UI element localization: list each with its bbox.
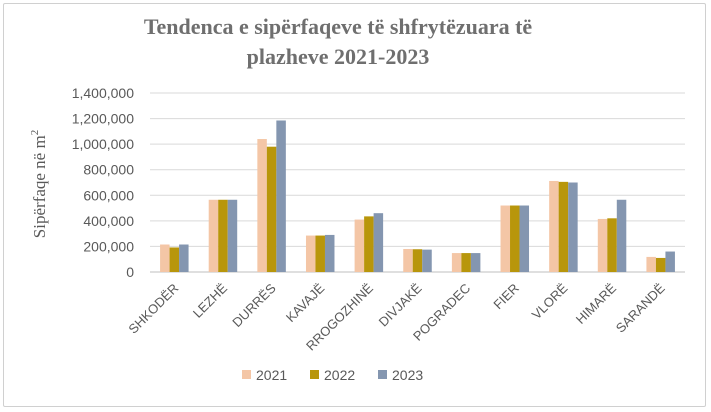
bar-2021 [208,199,219,272]
chart-title: Tendenca e sipërfaqeve të shfrytëzuara t… [144,14,533,69]
bar-2023 [568,182,578,272]
x-tick-label: LEZHË [190,280,230,320]
y-tick-labels: 0 200,000 400,000 600,000 800,000 1,000,000 1,… [72,85,135,280]
bar-2023 [179,244,189,272]
bar-2023 [276,120,286,272]
x-tick-label: FIER [490,281,522,313]
chart-frame [3,3,706,407]
bar-2021 [305,235,316,272]
y-axis-label: Sipërfaqe në m2 [29,130,49,238]
bar-2022 [364,216,374,272]
y-tick-label: 800,000 [83,162,134,178]
bar-2023 [616,199,627,272]
x-tick-label: DIVJAKË [376,280,425,329]
chart-title-line-1: Tendenca e sipërfaqeve të shfrytëzuara t… [144,14,533,39]
bar-2021 [646,256,656,272]
y-tick-label: 1,000,000 [72,136,134,152]
legend-label-2022: 2022 [324,367,355,383]
bar-2023 [324,234,335,272]
x-tick-label: VLORË [529,280,571,322]
y-tick-label: 0 [126,264,134,280]
x-tick-label: DURRËS [229,280,279,330]
bar-2023 [227,199,238,272]
bar-2022 [607,218,617,272]
bar-2021 [354,219,365,272]
legend-swatch-2021 [242,370,251,379]
bar-2021 [451,253,462,272]
x-tick-label: HIMARË [573,280,620,327]
bar-2023 [665,251,675,272]
bar-2022 [412,249,423,272]
bar-2022 [315,235,325,272]
x-tick-label: KAVAJË [283,280,328,325]
gridlines [150,92,685,273]
bars [160,120,675,272]
y-tick-label: 1,200,000 [72,111,134,127]
chart-title-line-2: plazheve 2021-2023 [247,44,430,69]
bar-2022 [169,247,180,272]
y-axis-label-superscript: 2 [29,130,41,136]
y-tick-label: 200,000 [83,238,134,254]
bar-2023 [519,205,530,272]
legend-swatch-2022 [310,370,319,379]
bar-2021 [160,244,170,272]
legend-label-2023: 2023 [392,367,423,383]
bar-2022 [655,257,666,272]
y-tick-label: 600,000 [83,187,134,203]
legend: 2021 2022 2023 [242,367,423,383]
y-tick-label: 400,000 [83,213,134,229]
y-axis-label-text: Sipërfaqe në m [30,135,49,238]
bar-2023 [422,249,432,272]
bar-2022 [461,253,471,272]
bar-2022 [558,181,569,272]
y-tick-label: 1,400,000 [72,85,134,101]
x-tick-label: SHKODËR [125,281,181,337]
bar-2021 [500,205,511,272]
legend-label-2021: 2021 [256,367,287,383]
bar-2021 [257,139,267,272]
legend-swatch-2023 [378,370,387,379]
bar-2021 [403,248,413,272]
bar-2023 [470,253,481,272]
x-tick-label: SARANDË [613,280,668,335]
bar-2022 [510,205,520,272]
bar-2021 [549,180,559,272]
bar-2022 [266,146,277,272]
bar-2022 [218,199,228,272]
bar-2021 [597,218,608,272]
bar-2023 [373,213,384,272]
